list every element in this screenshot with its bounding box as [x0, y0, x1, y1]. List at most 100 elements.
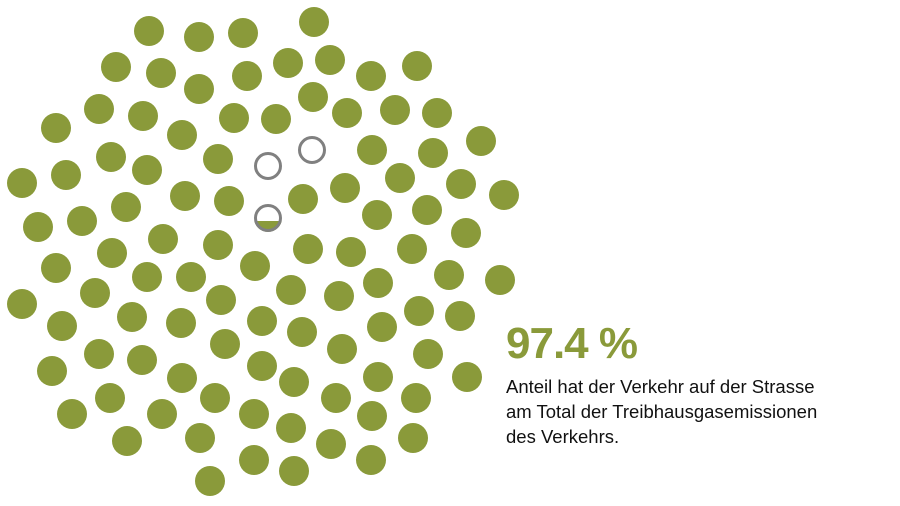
filled-dot — [293, 234, 323, 264]
filled-dot — [147, 399, 177, 429]
filled-dot — [279, 456, 309, 486]
filled-dot — [466, 126, 496, 156]
filled-dot — [330, 173, 360, 203]
filled-dot — [445, 301, 475, 331]
filled-dot — [127, 345, 157, 375]
filled-dot — [200, 383, 230, 413]
filled-dot — [184, 74, 214, 104]
filled-dot — [363, 268, 393, 298]
filled-dot — [134, 16, 164, 46]
filled-dot — [299, 7, 329, 37]
filled-dot — [228, 18, 258, 48]
filled-dot — [96, 142, 126, 172]
filled-dot — [47, 311, 77, 341]
filled-dot — [112, 426, 142, 456]
filled-dot — [167, 363, 197, 393]
filled-dot — [247, 351, 277, 381]
filled-dot — [276, 275, 306, 305]
headline-value: 97.4 % — [506, 319, 638, 368]
filled-dot — [185, 423, 215, 453]
filled-dot — [356, 445, 386, 475]
filled-dot — [385, 163, 415, 193]
filled-dot — [356, 61, 386, 91]
filled-dot — [7, 168, 37, 198]
filled-dot — [402, 51, 432, 81]
empty-dot — [254, 152, 282, 180]
filled-dot — [67, 206, 97, 236]
filled-dot — [111, 192, 141, 222]
filled-dot — [203, 230, 233, 260]
filled-dot — [184, 22, 214, 52]
filled-dot — [7, 289, 37, 319]
filled-dot — [170, 181, 200, 211]
filled-dot — [397, 234, 427, 264]
filled-dot — [315, 45, 345, 75]
filled-dot — [117, 302, 147, 332]
filled-dot — [219, 103, 249, 133]
filled-dot — [166, 308, 196, 338]
filled-dot — [273, 48, 303, 78]
filled-dot — [446, 169, 476, 199]
filled-dot — [80, 278, 110, 308]
filled-dot — [214, 186, 244, 216]
description-line-3: des Verkehrs. — [506, 426, 620, 447]
filled-dot — [176, 262, 206, 292]
dot-cluster — [7, 7, 519, 496]
filled-dot — [128, 101, 158, 131]
filled-dot — [239, 445, 269, 475]
filled-dot — [195, 466, 225, 496]
filled-dot — [146, 58, 176, 88]
filled-dot — [232, 61, 262, 91]
filled-dot — [413, 339, 443, 369]
filled-dot — [434, 260, 464, 290]
filled-dot — [422, 98, 452, 128]
filled-dot — [362, 200, 392, 230]
filled-dot — [203, 144, 233, 174]
filled-dot — [401, 383, 431, 413]
filled-dot — [210, 329, 240, 359]
filled-dot — [132, 155, 162, 185]
filled-dot — [167, 120, 197, 150]
description-line-1: Anteil hat der Verkehr auf der Strasse — [506, 376, 815, 397]
filled-dot — [367, 312, 397, 342]
filled-dot — [380, 95, 410, 125]
filled-dot — [321, 383, 351, 413]
filled-dot — [357, 135, 387, 165]
filled-dot — [298, 82, 328, 112]
filled-dot — [363, 362, 393, 392]
filled-dot — [398, 423, 428, 453]
filled-dot — [148, 224, 178, 254]
filled-dot — [240, 251, 270, 281]
filled-dot — [95, 383, 125, 413]
description-line-2: am Total der Treibhausgasemissionen — [506, 401, 818, 422]
filled-dot — [287, 317, 317, 347]
filled-dot — [327, 334, 357, 364]
filled-dot — [23, 212, 53, 242]
filled-dot — [357, 401, 387, 431]
filled-dot — [84, 94, 114, 124]
filled-dot — [37, 356, 67, 386]
filled-dot — [279, 367, 309, 397]
filled-dot — [206, 285, 236, 315]
filled-dot — [41, 253, 71, 283]
caption: 97.4 % Anteil hat der Verkehr auf der St… — [506, 320, 886, 449]
filled-dot — [451, 218, 481, 248]
filled-dot — [261, 104, 291, 134]
filled-dot — [336, 237, 366, 267]
filled-dot — [41, 113, 71, 143]
filled-dot — [489, 180, 519, 210]
filled-dot — [324, 281, 354, 311]
filled-dot — [247, 306, 277, 336]
filled-dot — [485, 265, 515, 295]
filled-dot — [97, 238, 127, 268]
filled-dot — [132, 262, 162, 292]
headline-description: Anteil hat der Verkehr auf der Strasse a… — [506, 374, 886, 449]
partial-dot-outline — [254, 204, 282, 232]
filled-dot — [288, 184, 318, 214]
filled-dot — [57, 399, 87, 429]
filled-dot — [316, 429, 346, 459]
filled-dot — [276, 413, 306, 443]
filled-dot — [418, 138, 448, 168]
filled-dot — [412, 195, 442, 225]
filled-dot — [452, 362, 482, 392]
